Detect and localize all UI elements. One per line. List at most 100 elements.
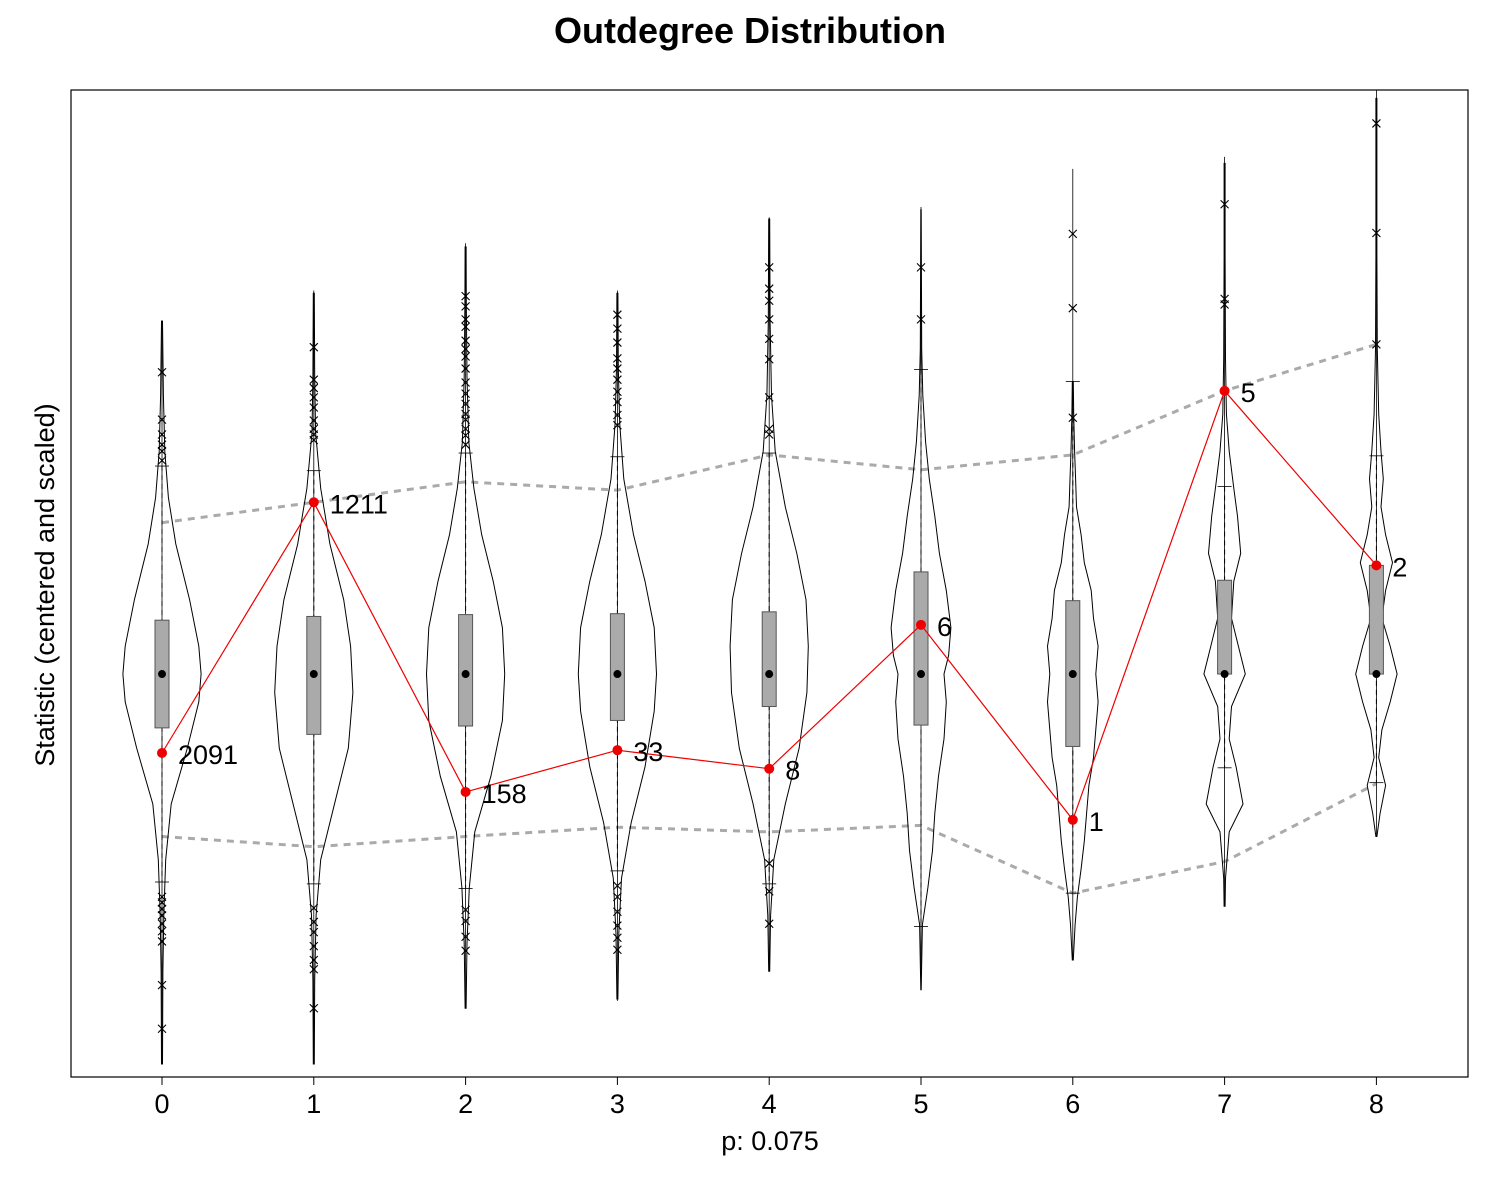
- outlier-point: [1372, 228, 1381, 238]
- outlier-stroke: [613, 892, 622, 902]
- outlier-point: [764, 392, 774, 402]
- outlier-point: [461, 932, 470, 942]
- iqr-box: [1217, 579, 1233, 675]
- outlier-point: [461, 399, 470, 409]
- outlier-point: [309, 342, 319, 352]
- outlier-point: [461, 916, 470, 926]
- outlier-stroke: [613, 375, 622, 385]
- outlier-point: [309, 375, 319, 385]
- median-point: [613, 670, 622, 679]
- outlier-stroke: [461, 301, 470, 311]
- outlier-point: [613, 353, 622, 363]
- outlier-point: [461, 364, 470, 373]
- outlier-stroke: [309, 917, 319, 927]
- outlier-stroke: [309, 955, 319, 965]
- outlier-stroke: [916, 262, 926, 272]
- outlier-stroke: [461, 291, 470, 301]
- outlier-stroke: [461, 932, 470, 942]
- outlier-point: [764, 334, 774, 344]
- outlier-point: [613, 881, 622, 891]
- outlier-point: [613, 945, 622, 955]
- median-point: [765, 670, 774, 679]
- violin-2: [425, 243, 506, 1009]
- outlier-point: [157, 898, 167, 907]
- outlier-point: [1372, 119, 1381, 128]
- outlier-stroke: [461, 399, 470, 409]
- outlier-point: [764, 919, 774, 929]
- outlier-point: [461, 431, 470, 440]
- outlier-point: [461, 946, 470, 956]
- outlier-point: [613, 338, 622, 347]
- outlier-stroke: [309, 964, 319, 974]
- outlier-stroke: [613, 881, 622, 891]
- chart-title: Outdegree Distribution: [554, 10, 946, 51]
- outlier-point: [309, 964, 319, 974]
- band-lower-line: [161, 782, 1378, 895]
- outlier-point: [461, 336, 470, 346]
- x-tick-label-0: 0: [154, 1089, 169, 1119]
- outlier-stroke: [461, 322, 470, 332]
- iqr-box: [1368, 564, 1384, 675]
- observed-layer: 2091 1211 158 33 8 6 1 5 2: [157, 378, 1407, 837]
- observed-label-6: 1: [1089, 807, 1104, 837]
- outlier-stroke: [764, 314, 774, 324]
- outlier-stroke: [157, 430, 167, 439]
- outlier-stroke: [157, 440, 167, 450]
- outlier-point: [1220, 199, 1229, 209]
- x-tick-label-7: 7: [1217, 1089, 1232, 1119]
- outlier-stroke: [1220, 199, 1229, 209]
- observed-point-4: [764, 763, 775, 774]
- outlier-point: [461, 378, 470, 387]
- observed-label-8: 2: [1392, 552, 1407, 582]
- violin-5: [890, 206, 952, 991]
- outlier-point: [613, 324, 622, 334]
- violin-1: [274, 290, 354, 1065]
- outlier-stroke: [613, 387, 622, 397]
- outlier-point: [461, 415, 470, 425]
- outlier-stroke: [764, 284, 774, 294]
- outlier-stroke: [1372, 228, 1381, 238]
- violin-outline: [425, 246, 506, 1009]
- outlier-stroke: [309, 1003, 319, 1013]
- outlier-point: [309, 955, 319, 965]
- outlier-point: [309, 403, 319, 412]
- outlier-point: [613, 921, 622, 931]
- median-point: [461, 670, 470, 679]
- violin-outline: [122, 320, 202, 1065]
- x-tick-label-4: 4: [762, 1089, 777, 1119]
- outlier-point: [461, 424, 470, 434]
- outlier-stroke: [461, 431, 470, 440]
- outlier-point: [613, 892, 622, 902]
- outlier-stroke: [461, 314, 470, 324]
- outlier-stroke: [613, 353, 622, 363]
- outlier-point: [157, 1024, 167, 1034]
- outlier-point: [461, 905, 470, 915]
- observed-point-8: [1371, 560, 1382, 571]
- observed-point-0: [157, 747, 167, 758]
- outlier-stroke: [613, 397, 622, 407]
- outlier-stroke: [157, 980, 167, 990]
- x-tick-label-6: 6: [1065, 1089, 1080, 1119]
- outlier-stroke: [764, 392, 774, 402]
- outlier-point: [461, 344, 470, 354]
- outlier-point: [1068, 229, 1078, 239]
- outlier-stroke: [157, 904, 167, 914]
- outlier-stroke: [157, 456, 167, 465]
- y-axis-label: Statistic (centered and scaled): [30, 403, 60, 766]
- outlier-point: [157, 980, 167, 990]
- outlier-stroke: [157, 937, 167, 946]
- outlier-stroke: [157, 367, 167, 377]
- outlier-stroke: [309, 403, 319, 412]
- median-point: [1068, 670, 1077, 679]
- observed-point-2: [460, 786, 471, 797]
- outlier-stroke: [157, 415, 167, 425]
- outlier-point: [461, 314, 470, 324]
- outlier-stroke: [461, 344, 470, 354]
- outlier-stroke: [157, 446, 167, 456]
- observed-label-1: 1211: [330, 489, 388, 519]
- outlier-stroke: [461, 946, 470, 956]
- outlier-stroke: [613, 338, 622, 347]
- outlier-stroke: [461, 378, 470, 387]
- outlier-point: [157, 456, 167, 465]
